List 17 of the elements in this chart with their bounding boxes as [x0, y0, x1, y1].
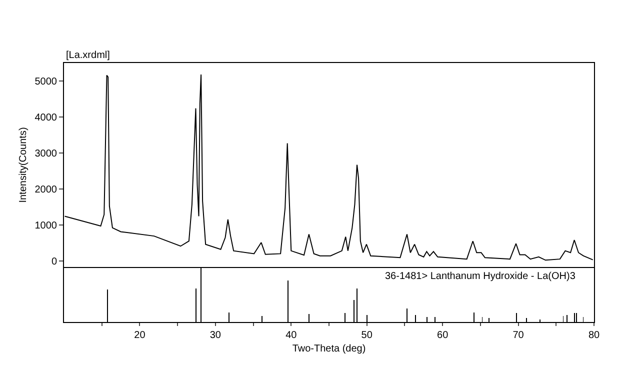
y-tick-label: 0 — [51, 256, 58, 268]
x-tick-label: 80 — [588, 330, 600, 341]
x-tick-label: 40 — [286, 330, 298, 341]
y-tick-label: 2000 — [34, 184, 58, 196]
x-tick-label: 60 — [437, 330, 449, 341]
y-axis-title: Intensity(Counts) — [18, 127, 29, 203]
x-tick-label: 70 — [512, 330, 524, 341]
y-tick-label: 4000 — [34, 112, 58, 124]
x-tick-label: 50 — [361, 330, 373, 341]
y-tick-label: 3000 — [34, 148, 58, 160]
text: 36-1481> Lanthanum Hydroxide - La(OH)3 — [385, 271, 576, 282]
chart-title: [La.xrdml] — [66, 50, 110, 61]
y-tick-label: 5000 — [34, 76, 58, 88]
x-tick-label: 20 — [134, 330, 146, 341]
y-tick-label: 1000 — [34, 220, 58, 232]
x-tick-label: 30 — [210, 330, 222, 341]
x-axis-title: Two-Theta (deg) — [292, 344, 366, 354]
